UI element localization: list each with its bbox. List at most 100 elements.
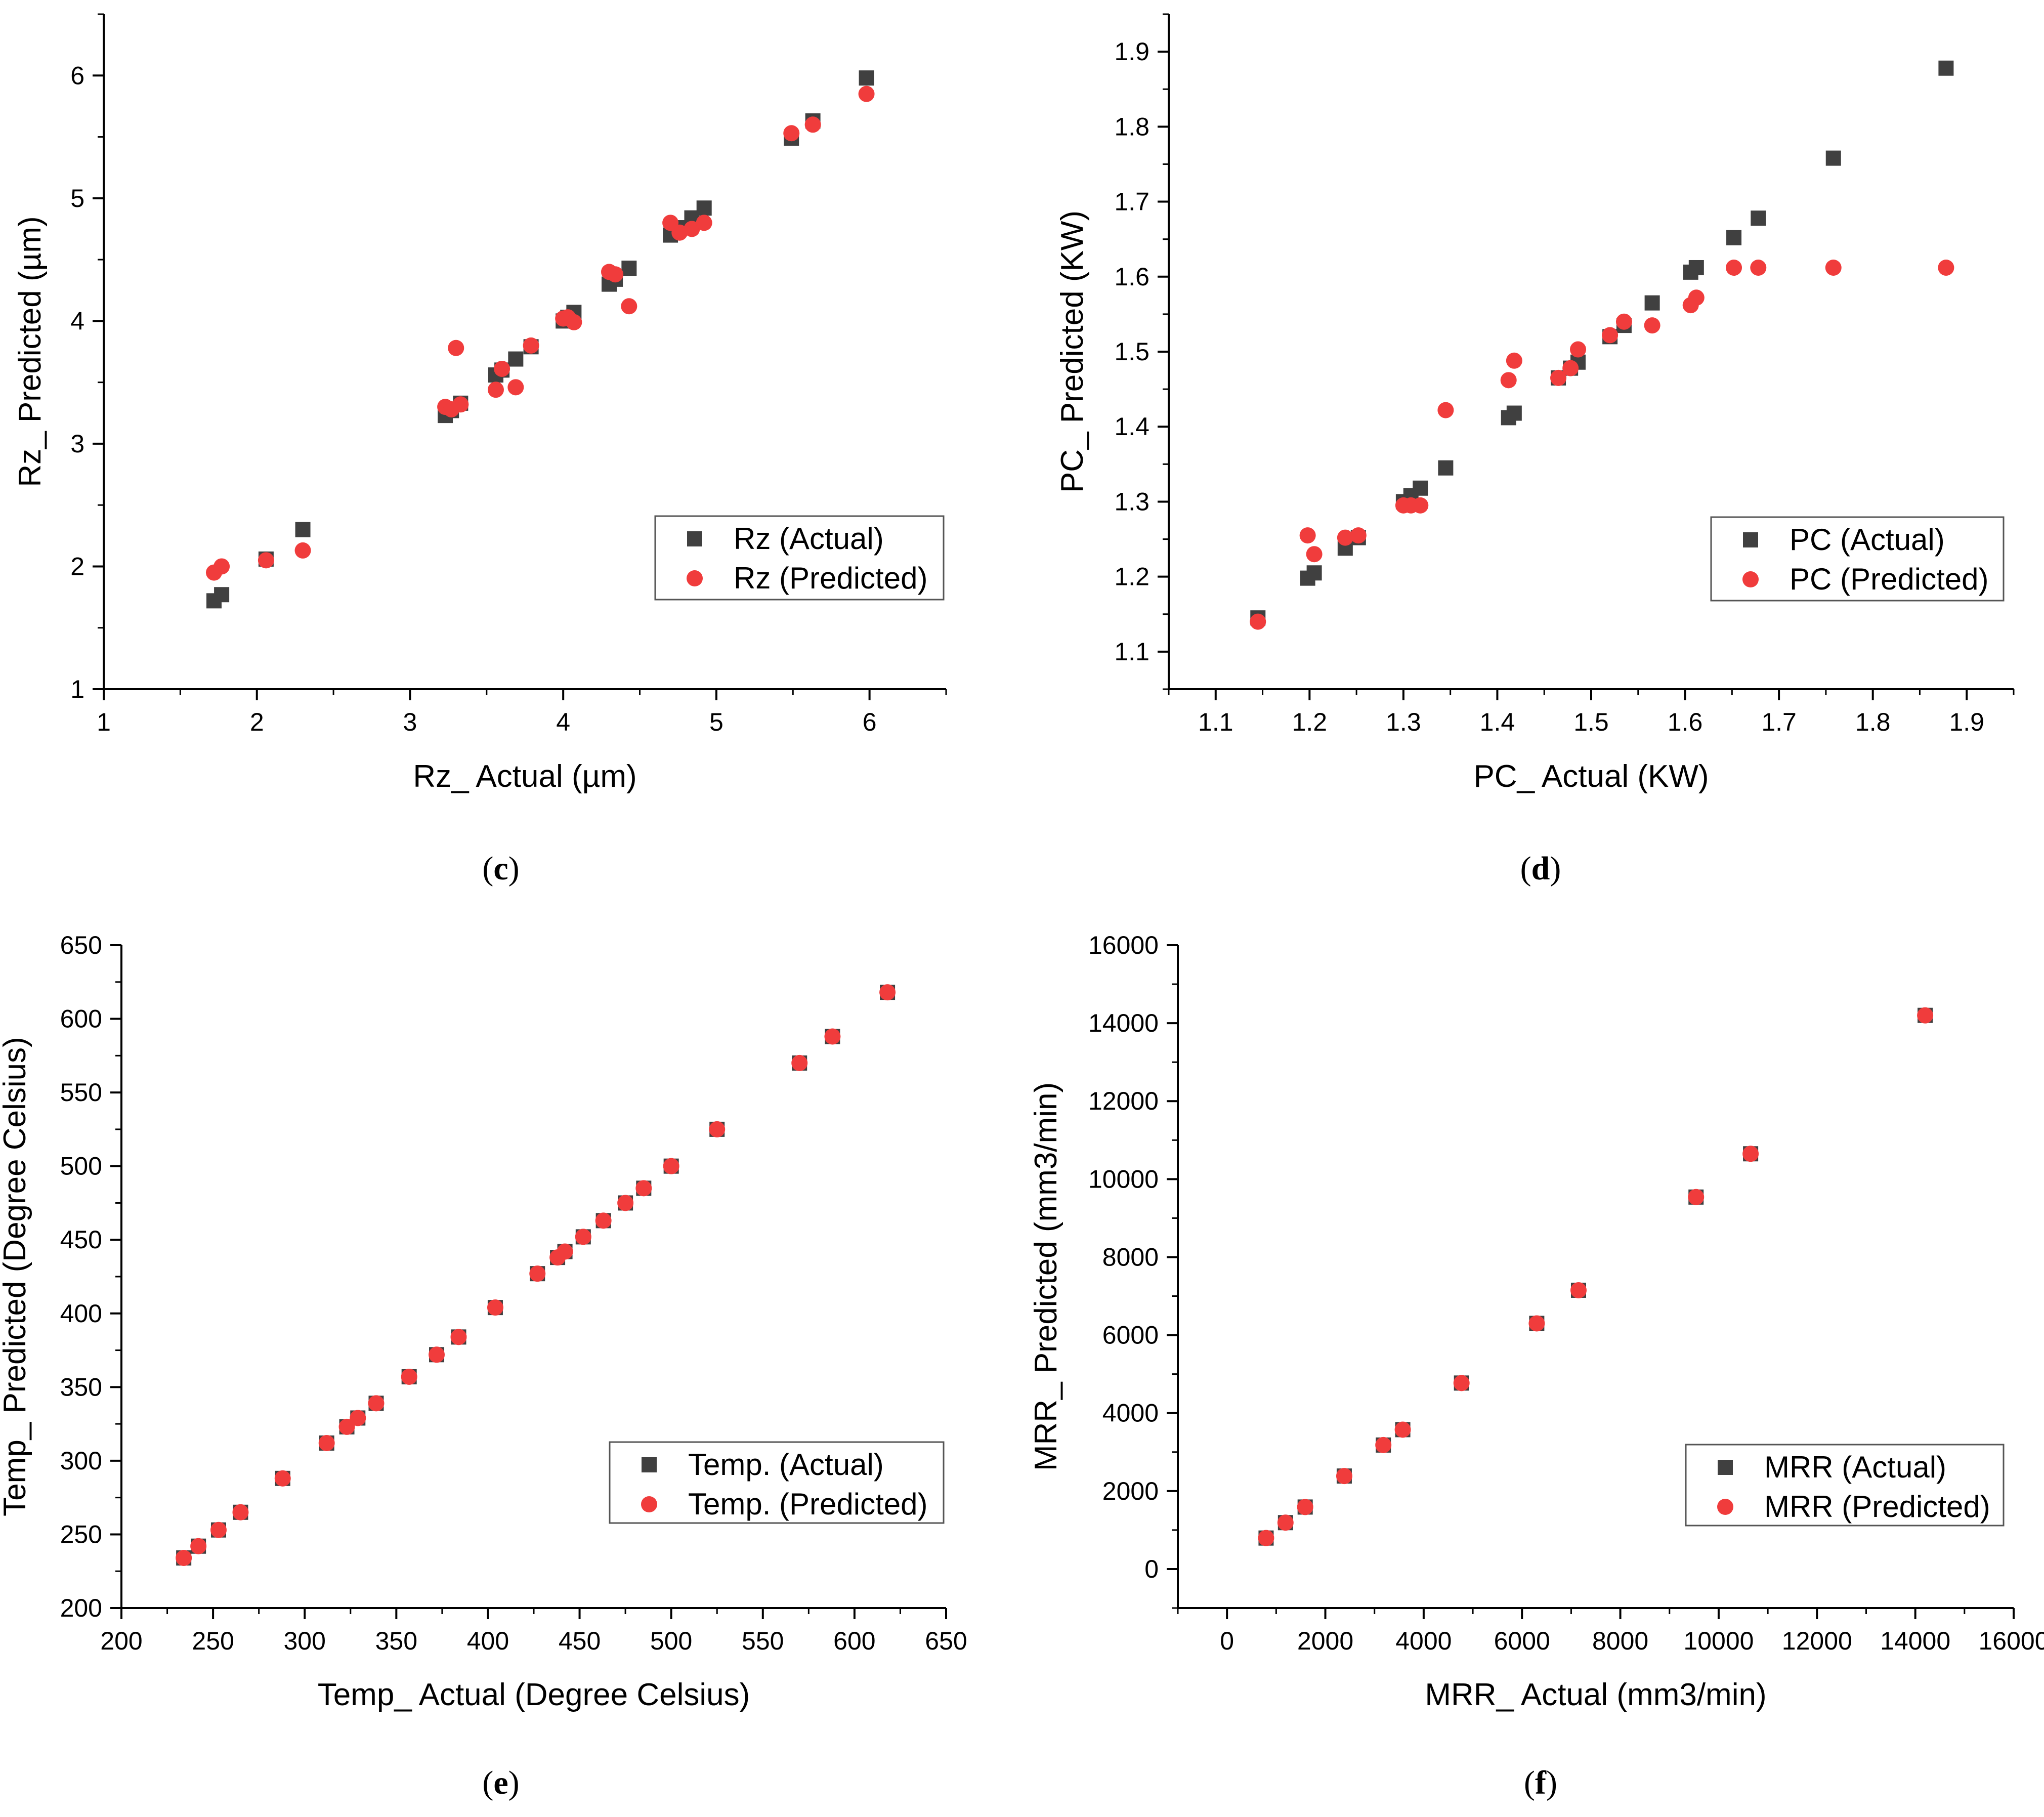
predicted-point (523, 337, 539, 354)
y-tick-label: 550 (60, 1078, 102, 1107)
predicted-point (607, 266, 624, 283)
legend-label: MRR (Actual) (1764, 1450, 1946, 1484)
actual-point (1506, 405, 1522, 421)
x-tick-label: 1.9 (1949, 708, 1984, 736)
actual-point (1751, 210, 1766, 226)
legend-label: Temp. (Actual) (688, 1448, 884, 1482)
legend-label: PC (Predicted) (1790, 562, 1988, 596)
x-tick-label: 1.3 (1386, 708, 1421, 736)
x-tick-label: 4 (556, 708, 570, 736)
y-tick-label: 2 (70, 552, 84, 580)
x-tick-label: 8000 (1592, 1627, 1648, 1655)
predicted-point (294, 542, 311, 559)
actual-point (859, 70, 874, 86)
predicted-point (1750, 259, 1767, 276)
predicted-point (1917, 1007, 1934, 1024)
predicted-point (1437, 402, 1454, 418)
legend-label: Rz (Predicted) (734, 561, 927, 595)
x-tick-label: 1.1 (1198, 708, 1233, 736)
predicted-point (1570, 1282, 1587, 1298)
x-axis-label: Temp_ Actual (Degree Celsius) (318, 1677, 750, 1712)
predicted-point (1350, 527, 1367, 544)
predicted-point (350, 1410, 366, 1426)
y-axis-label: Rz_ Predicted (µm) (13, 216, 48, 487)
legend-circle-marker (1742, 571, 1759, 587)
legend-square-marker (642, 1457, 657, 1472)
legend-box (654, 515, 945, 601)
predicted-point (1297, 1499, 1313, 1515)
legend: Temp. (Actual) Temp. (Predicted) (609, 1441, 945, 1524)
x-tick-label: 6 (863, 708, 877, 736)
predicted-point (1562, 360, 1579, 376)
predicted-point (429, 1346, 445, 1363)
x-tick-label: 6000 (1494, 1627, 1550, 1655)
predicted-point (494, 360, 510, 377)
predicted-point (274, 1470, 291, 1487)
y-tick-label: 300 (60, 1447, 102, 1475)
predicted-point (684, 221, 700, 237)
predicted-point (210, 1522, 227, 1538)
panel-letter: d (1531, 850, 1550, 887)
series-predicted (205, 86, 875, 581)
predicted-point (566, 314, 582, 330)
x-axis-label: Rz_ Actual (µm) (413, 759, 636, 794)
y-tick-label: 6 (70, 61, 84, 90)
panel-letter: c (493, 850, 508, 887)
predicted-point (858, 86, 875, 102)
y-tick-label: 200 (60, 1594, 102, 1622)
predicted-point (1500, 372, 1517, 389)
legend-box (1710, 516, 2005, 602)
x-tick-label: 1.7 (1761, 708, 1797, 736)
x-tick-label: 1 (97, 708, 111, 736)
predicted-point (617, 1195, 634, 1211)
legend: Rz (Actual) Rz (Predicted) (654, 515, 945, 601)
actual-point (1726, 230, 1742, 245)
predicted-point (791, 1054, 808, 1071)
x-tick-label: 2000 (1297, 1627, 1353, 1655)
legend-label: Rz (Actual) (734, 522, 884, 556)
y-tick-label: 1.7 (1114, 188, 1149, 216)
predicted-point (450, 1329, 467, 1345)
actual-point (508, 351, 524, 367)
y-tick-label: 6000 (1102, 1321, 1159, 1349)
y-tick-label: 16000 (1088, 931, 1159, 959)
predicted-point (696, 215, 712, 231)
predicted-point (1506, 352, 1522, 369)
y-axis-label: MRR_ Predicted (mm3/min) (1029, 1082, 1063, 1471)
x-tick-label: 500 (650, 1627, 692, 1655)
panel-label: (d) (1520, 850, 1561, 887)
predicted-point (1250, 613, 1266, 630)
legend: MRR (Actual) MRR (Predicted) (1685, 1444, 2005, 1527)
actual-point (1688, 260, 1704, 275)
x-tick-label: 350 (375, 1627, 417, 1655)
y-tick-label: 1.9 (1114, 37, 1149, 66)
predicted-point (1375, 1436, 1392, 1453)
y-tick-label: 1.2 (1114, 563, 1149, 591)
x-axis-label: PC_ Actual (KW) (1473, 759, 1709, 794)
y-tick-label: 500 (60, 1152, 102, 1180)
y-tick-label: 4000 (1102, 1399, 1159, 1427)
predicted-point (452, 396, 469, 413)
y-tick-label: 1 (70, 675, 84, 703)
predicted-point (1726, 259, 1742, 276)
y-tick-label: 400 (60, 1299, 102, 1328)
actual-point (1825, 150, 1841, 166)
predicted-point (1394, 1421, 1411, 1438)
x-axis-label: MRR_ Actual (mm3/min) (1425, 1677, 1766, 1712)
predicted-point (1336, 1468, 1352, 1485)
legend-label: MRR (Predicted) (1764, 1490, 1990, 1524)
y-tick-label: 5 (70, 184, 84, 213)
actual-point (1413, 480, 1428, 496)
predicted-point (529, 1265, 546, 1282)
series-predicted (1258, 1007, 1934, 1546)
predicted-point (401, 1368, 417, 1385)
x-tick-label: 1.2 (1292, 708, 1328, 736)
predicted-point (804, 116, 821, 133)
predicted-point (487, 1299, 503, 1316)
predicted-point (1277, 1514, 1294, 1531)
predicted-point (507, 379, 524, 396)
actual-point (1438, 460, 1454, 476)
series-predicted (1250, 259, 1954, 630)
chart-d: 1.1 1.2 1.3 1.4 1.5 1.6 1.7 1.8 1.9 1.1 1.2 1.3 1.4 1… (1055, 13, 2015, 887)
x-tick-label: 1.4 (1480, 708, 1515, 736)
